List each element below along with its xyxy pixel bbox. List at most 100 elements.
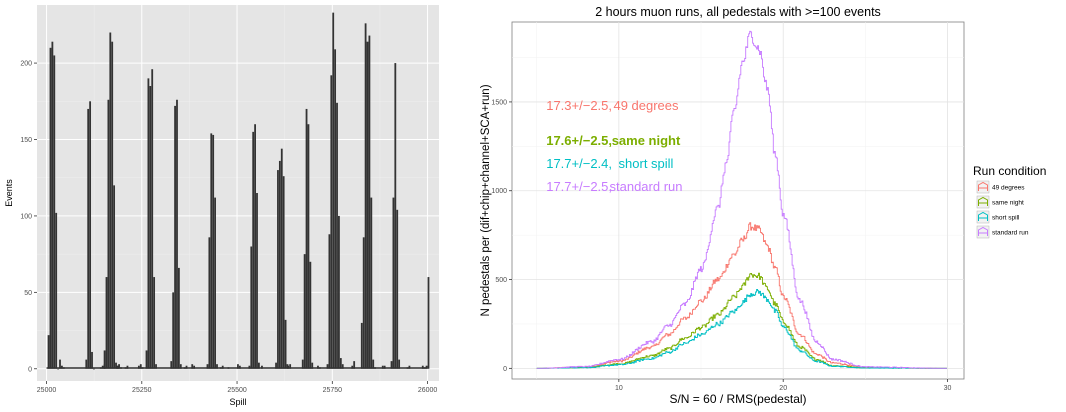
- spill-bar: [372, 359, 375, 369]
- spill-bar: [282, 176, 285, 369]
- spill-bar: [423, 367, 426, 369]
- spill-bar: [254, 124, 256, 369]
- spill-bar: [425, 365, 428, 369]
- spill-bar: [53, 55, 56, 369]
- spill-bar: [208, 237, 211, 369]
- spill-bar: [381, 365, 384, 369]
- spill-bar: [287, 365, 290, 369]
- spill-bar: [394, 63, 397, 369]
- spill-bar: [101, 365, 104, 369]
- spill-bar: [62, 367, 65, 369]
- spill-bar: [145, 350, 148, 369]
- spill-bar: [364, 23, 367, 369]
- spill-bar: [191, 364, 194, 369]
- sn-series-line: [536, 30, 947, 369]
- spill-bar: [252, 131, 255, 369]
- spill-bar: [109, 32, 112, 369]
- spill-bar: [113, 185, 116, 369]
- spill-bar: [124, 367, 127, 369]
- sn-annotation-label: short spill: [619, 156, 674, 171]
- spill-bar: [289, 364, 292, 369]
- spill-bar: [221, 365, 224, 369]
- spill-y-tick-label: 150: [20, 137, 32, 144]
- sn-legend-label: 49 degrees: [992, 185, 1025, 192]
- spill-bar: [341, 364, 344, 369]
- spill-bar: [338, 215, 340, 369]
- spill-y-axis-title: Events: [4, 179, 14, 207]
- sn-legend-glyph: [978, 226, 988, 236]
- spill-bar: [155, 364, 157, 369]
- spill-bar: [176, 99, 178, 369]
- spill-bar: [427, 277, 430, 369]
- spill-bar: [351, 365, 354, 369]
- sn-x-tick-label: 10: [615, 385, 623, 392]
- spill-x-axis-title: Spill: [229, 397, 246, 407]
- spill-bar: [398, 359, 401, 369]
- spill-bar: [55, 212, 58, 369]
- spill-bar: [183, 367, 186, 369]
- sn-y-tick-label: 1000: [491, 188, 507, 195]
- sn-legend-glyph: [978, 211, 988, 221]
- spill-bar: [307, 124, 310, 369]
- spill-bar: [318, 367, 321, 369]
- spill-bar: [120, 367, 122, 369]
- spill-bar: [392, 197, 395, 369]
- spill-bar: [107, 99, 110, 369]
- spill-bar: [301, 359, 304, 369]
- spill-bar: [177, 267, 180, 369]
- spill-bar: [91, 351, 93, 369]
- sn-annotation-label: standard run: [610, 179, 683, 194]
- spill-bar: [311, 362, 314, 369]
- spill-bar: [339, 358, 342, 369]
- spill-bar: [374, 367, 377, 369]
- spill-y-tick-label: 50: [24, 290, 32, 297]
- spill-bar: [47, 335, 50, 369]
- spill-bar: [153, 277, 156, 369]
- spill-bar: [179, 364, 182, 369]
- spill-bar: [383, 365, 386, 369]
- spill-bar: [216, 364, 218, 369]
- spill-bar: [326, 364, 329, 369]
- spill-bar: [210, 133, 213, 369]
- spill-bar: [99, 367, 102, 369]
- sn-legend-glyph: [978, 181, 988, 191]
- spill-x-tick-label: 25500: [227, 387, 247, 394]
- spill-bar: [212, 134, 215, 369]
- spill-bar: [275, 362, 277, 369]
- sn-legend-label: same night: [992, 200, 1024, 207]
- spill-bar: [149, 86, 152, 369]
- spill-bar: [368, 35, 371, 369]
- sn-legend: Run condition 49 degrees same night short s…: [973, 164, 1046, 239]
- spill-bar: [309, 261, 312, 369]
- spill-chart: 25000 25250 25500 25750 26000 0 50 100 150 200 Spi…: [4, 5, 439, 407]
- spill-bar: [118, 364, 120, 369]
- spill-bar: [93, 368, 95, 370]
- spill-bar: [334, 49, 337, 369]
- sn-annotation-mean: 17.6+/−2.5,: [546, 133, 612, 148]
- sn-y-tick-label: 1500: [491, 99, 507, 106]
- sn-legend-label: short spill: [992, 215, 1020, 222]
- spill-bar: [362, 237, 365, 369]
- sn-annotation-mean: 17.7+/−2.5,: [546, 179, 612, 194]
- spill-bar: [115, 362, 117, 369]
- spill-bar: [408, 365, 411, 369]
- sn-series-line: [536, 289, 947, 369]
- spill-bar: [87, 108, 90, 369]
- spill-bar: [172, 292, 175, 369]
- spill-bar: [390, 361, 393, 369]
- spill-bar: [332, 12, 335, 369]
- spill-bar: [360, 322, 363, 369]
- spill-bar: [147, 78, 150, 369]
- spill-bar: [51, 41, 54, 369]
- spill-bar: [421, 365, 424, 369]
- sn-legend-title: Run condition: [973, 164, 1046, 178]
- spill-x-tick-label: 25250: [132, 387, 152, 394]
- spill-bar: [126, 365, 129, 369]
- spill-bar: [170, 361, 173, 369]
- spill-bar: [370, 197, 373, 369]
- spill-bar: [305, 108, 308, 369]
- spill-bar: [366, 41, 369, 369]
- sn-annotation-label: same night: [612, 133, 681, 148]
- spill-bar: [116, 365, 119, 369]
